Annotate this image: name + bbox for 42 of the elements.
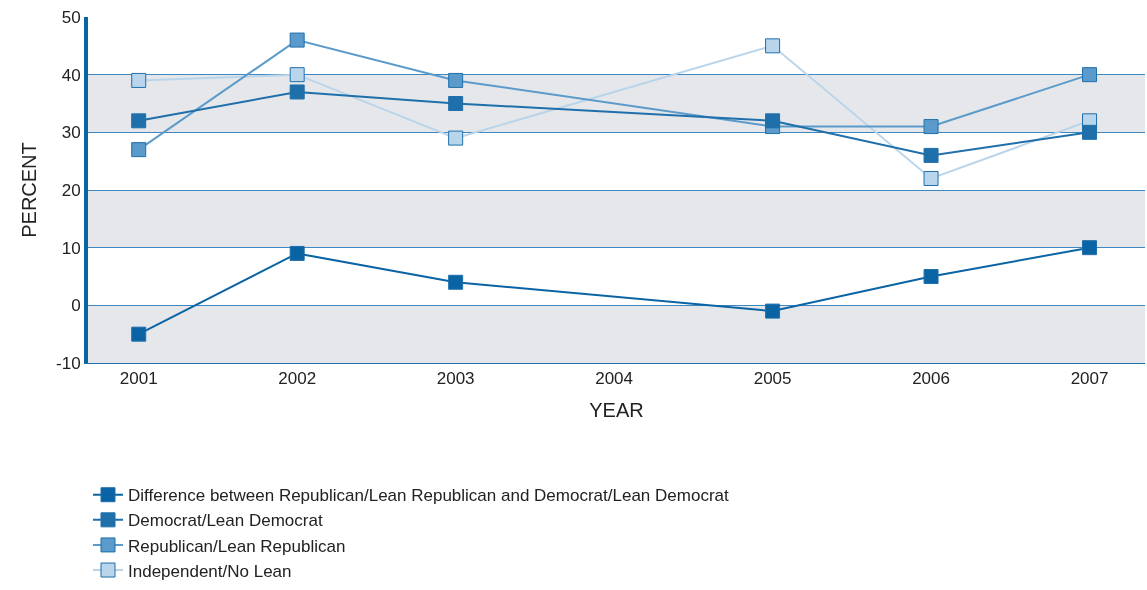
point bbox=[765, 38, 781, 54]
y-tick-label: 0 bbox=[71, 296, 81, 316]
x-tick-label: 2006 bbox=[912, 369, 950, 389]
point bbox=[448, 96, 464, 111]
point bbox=[448, 274, 464, 290]
point bbox=[289, 84, 305, 100]
point bbox=[289, 32, 305, 48]
x-tick-label: 2002 bbox=[278, 369, 317, 389]
point bbox=[765, 303, 781, 319]
point bbox=[765, 113, 781, 129]
point bbox=[289, 245, 305, 261]
point bbox=[448, 72, 464, 88]
legend-label: Difference between Republican/Lean Republican and Democrat/Lean Democrat bbox=[128, 486, 729, 506]
y-tick-label: 50 bbox=[61, 7, 81, 27]
point bbox=[923, 269, 939, 284]
y-tick-label: 40 bbox=[61, 65, 81, 85]
point bbox=[923, 147, 939, 163]
x-tick-label: 2004 bbox=[595, 369, 634, 389]
x-tick-label: 2007 bbox=[1070, 369, 1109, 389]
legend-label: Republican/Lean Republican bbox=[128, 536, 346, 556]
point bbox=[131, 113, 147, 129]
y-tick-label: -10 bbox=[56, 353, 81, 373]
x-tick-label: 2003 bbox=[436, 369, 475, 389]
x-axis-title: YEAR bbox=[589, 398, 644, 421]
point bbox=[1082, 240, 1098, 256]
point bbox=[923, 170, 939, 186]
point bbox=[131, 326, 147, 342]
point bbox=[131, 142, 147, 158]
y-axis-title: PERCENT bbox=[18, 142, 41, 238]
y-tick-label: 20 bbox=[61, 180, 81, 200]
y-tick-label: 10 bbox=[61, 238, 81, 258]
point bbox=[1082, 124, 1098, 140]
x-tick-label: 2001 bbox=[119, 369, 158, 389]
legend-label: Independent/No Lean bbox=[128, 561, 292, 581]
point bbox=[448, 130, 464, 146]
y-tick-label: 30 bbox=[61, 123, 81, 143]
point bbox=[923, 119, 939, 135]
point bbox=[1082, 67, 1098, 83]
point bbox=[289, 67, 305, 83]
point bbox=[131, 72, 147, 88]
x-tick-label: 2005 bbox=[753, 369, 792, 389]
legend-label: Democrat/Lean Democrat bbox=[128, 511, 323, 531]
